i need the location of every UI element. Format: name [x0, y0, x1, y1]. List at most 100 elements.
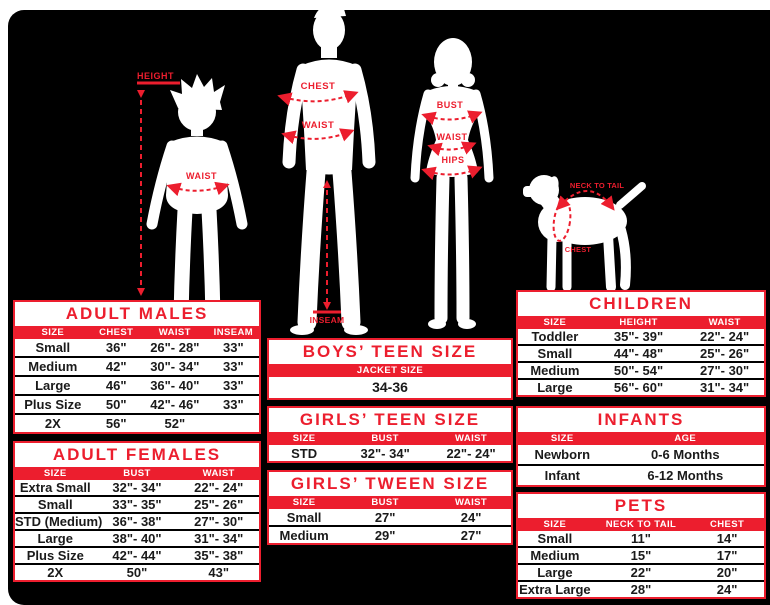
table-title: GIRLS’ TWEEN SIZE [290, 474, 490, 493]
column-header: SIZE [41, 327, 65, 338]
column-header: SIZE [550, 433, 574, 444]
table-row: STD 32"- 34" 22"- 24" [269, 445, 511, 461]
table-cell: 33" [223, 359, 244, 374]
table-cell: 20" [716, 565, 738, 580]
table-cell [208, 415, 259, 432]
table-cell: 33" [223, 340, 244, 355]
table-cell: 22" [630, 565, 652, 580]
table-cell: 52" [164, 416, 186, 431]
measurement-annotations [137, 81, 615, 314]
table-row: Toddler 35"- 39" 22"- 24" [518, 329, 764, 344]
table-row: Extra Large 28" 24" [518, 580, 764, 597]
table-cell: Large [537, 380, 573, 395]
column-header: BUST [123, 468, 151, 479]
man-waist-label: WAIST [302, 120, 335, 131]
table-cell: 38"- 40" [112, 531, 162, 546]
table-header-row: SIZE BUST WAIST [15, 467, 259, 480]
man-chest-arc [277, 90, 359, 106]
table-cell: 14" [716, 531, 738, 546]
table-cell: 42"- 46" [150, 397, 200, 412]
column-header: AGE [674, 433, 697, 444]
girls-tween-size-table: GIRLS’ TWEEN SIZE SIZE BUST WAIST Small 27" 24… [267, 470, 513, 545]
table-cell: 27"- 30" [700, 363, 750, 378]
column-header: WAIST [708, 317, 741, 328]
table-cell: 35"- 39" [613, 329, 664, 344]
table-cell: 32"- 34" [112, 480, 162, 495]
table-cell: 15" [630, 548, 652, 563]
column-header: WAIST [158, 327, 191, 338]
table-row: STD (Medium) 36"- 38" 27"- 30" [15, 512, 259, 529]
table-cell: 43" [208, 565, 230, 580]
table-row: Infant 6-12 Months [518, 464, 764, 485]
girls-teen-size-table: GIRLS’ TEEN SIZE SIZE BUST WAIST STD 32"- 34"… [267, 406, 513, 463]
table-cell: Medium [530, 363, 580, 378]
table-cell: 6-12 Months [647, 468, 724, 483]
woman-bust-label: BUST [437, 100, 464, 110]
dog-chest-label: CHEST [565, 245, 592, 254]
column-header: SIZE [543, 317, 567, 328]
column-header: INSEAM [213, 327, 254, 338]
table-row: Medium 15" 17" [518, 546, 764, 563]
column-header: WAIST [455, 497, 488, 508]
table-cell: 42"- 44" [112, 548, 162, 563]
table-cell: 11" [631, 531, 651, 546]
table-header-row: JACKET SIZE [269, 364, 511, 377]
table-row: 2X 50" 43" [15, 563, 259, 580]
table-cell: Extra Small [19, 480, 91, 495]
table-title: CHILDREN [589, 294, 693, 313]
table-cell: 26"- 28" [150, 340, 200, 355]
table-cell: 50" [126, 565, 148, 580]
table-cell: 35"- 38" [194, 548, 244, 563]
table-cell: 31"- 34" [194, 531, 244, 546]
table-cell: Infant [544, 468, 580, 483]
table-cell: 36"- 38" [112, 514, 162, 529]
table-cell: Large [537, 565, 573, 580]
table-cell: Large [35, 378, 71, 393]
table-cell: 29" [374, 527, 396, 543]
column-header: SIZE [292, 433, 316, 444]
boys-teen-size-table: BOYS’ TEEN SIZE JACKET SIZE 34-36 [267, 338, 513, 400]
column-header: CHEST [709, 519, 745, 530]
table-cell: 24" [716, 582, 738, 597]
table-cell: Small [35, 340, 71, 355]
table-cell: 28" [630, 582, 652, 597]
table-title: ADULT FEMALES [52, 445, 222, 464]
inseam-arrow-top-icon [323, 180, 331, 188]
child-height-label: HEIGHT [137, 71, 174, 81]
table-header-row: SIZE BUST WAIST [269, 496, 511, 509]
table-row: Large 56"- 60" 31"- 34" [518, 378, 764, 395]
table-cell: 33" [223, 378, 244, 393]
man-inseam-label: INSEAM [310, 315, 345, 325]
column-header: CHEST [99, 327, 134, 338]
table-cell: Plus Size [26, 548, 84, 563]
adult-males-table: ADULT MALES SIZE CHEST WAIST INSEAM Small 36" 2… [13, 300, 261, 434]
table-row: 2X 56" 52" [15, 413, 259, 432]
table-cell: 17" [716, 548, 738, 563]
table-cell: 42" [105, 359, 127, 374]
child-waist-label: WAIST [186, 171, 217, 181]
table-cell: 22"- 24" [194, 480, 244, 495]
table-title: PETS [614, 496, 668, 515]
table-cell: 30"- 34" [150, 359, 200, 374]
column-header: WAIST [455, 433, 488, 444]
dog-neck-to-tail-label: NECK TO TAIL [570, 181, 624, 190]
column-header: NECK TO TAIL [605, 519, 677, 530]
table-title: BOYS’ TEEN SIZE [302, 342, 478, 361]
table-row: Small 33"- 35" 25"- 26" [15, 495, 259, 512]
table-cell: Medium [530, 548, 580, 563]
column-header: BUST [371, 433, 399, 444]
table-cell: Extra Large [519, 582, 591, 597]
table-cell: Plus Size [24, 397, 82, 412]
table-cell: Small [286, 509, 322, 525]
woman-waist-label: WAIST [437, 132, 468, 142]
table-row: Large 22" 20" [518, 563, 764, 580]
infants-table: INFANTS SIZE AGE Newborn 0-6 Months Infant 6-1… [516, 406, 766, 487]
column-header: SIZE [292, 497, 316, 508]
dog-neck-to-tail-arc [555, 190, 615, 211]
table-cell: Toddler [531, 329, 579, 344]
children-table: CHILDREN SIZE HEIGHT WAIST Toddler 35"- 39" 22… [516, 290, 766, 397]
table-cell: 24" [460, 509, 482, 525]
column-header: SIZE [543, 519, 567, 530]
table-cell: STD [291, 445, 318, 461]
table-cell: 2X [44, 416, 61, 431]
